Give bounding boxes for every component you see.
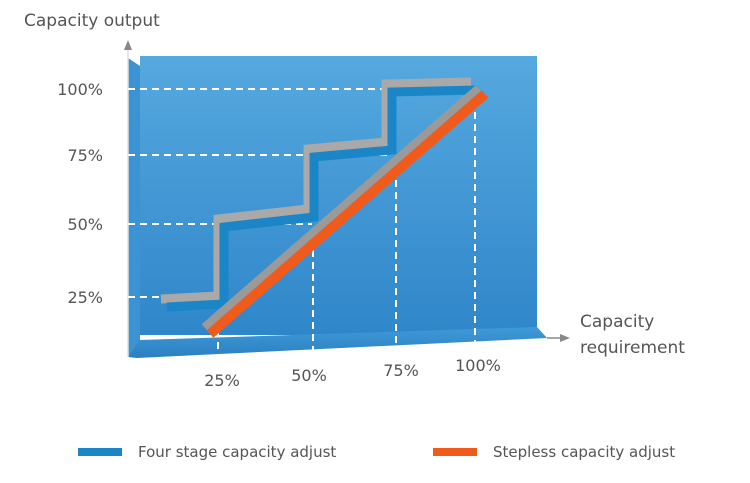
x-tick-label: 100% — [455, 356, 501, 375]
x-tick-label: 50% — [291, 366, 327, 385]
legend-item-four-stage: Four stage capacity adjust — [78, 443, 336, 461]
step-series-shadow — [160, 77, 472, 304]
y-axis-arrow-icon — [124, 40, 132, 50]
x-axis-label-line2: requirement — [580, 338, 685, 358]
left-panel — [128, 58, 140, 357]
y-tick-label: 100% — [57, 80, 103, 99]
y-tick-label: 50% — [67, 215, 103, 234]
floor-panel — [128, 327, 547, 358]
x-axis-label-line1: Capacity — [580, 312, 654, 332]
x-tick-label: 75% — [383, 361, 419, 380]
stepless-series-shadow — [201, 85, 483, 332]
x-axis-arrow-icon — [560, 334, 570, 342]
legend-swatch — [78, 448, 122, 456]
x-tick-label: 25% — [204, 371, 240, 390]
y-tick-label: 25% — [67, 288, 103, 307]
legend-label: Four stage capacity adjust — [138, 443, 337, 461]
stepless-series-line — [206, 90, 489, 338]
y-axis-label: Capacity output — [24, 11, 160, 31]
step-series-line — [166, 85, 478, 312]
y-tick-label: 75% — [67, 146, 103, 165]
legend-item-stepless: Stepless capacity adjust — [433, 443, 675, 461]
legend-label: Stepless capacity adjust — [493, 443, 676, 461]
legend-swatch — [433, 448, 477, 456]
